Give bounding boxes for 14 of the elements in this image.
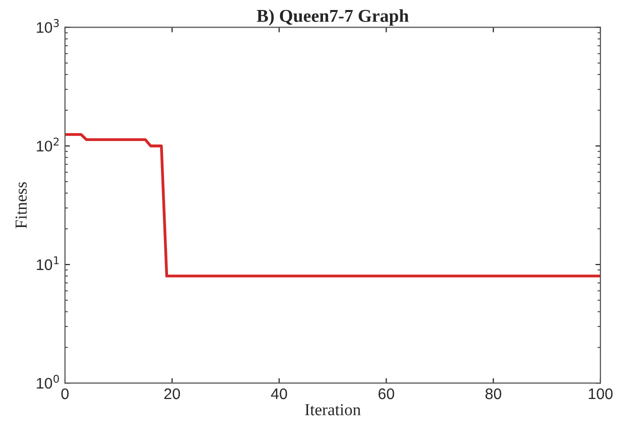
y-tick-label: 10$^{2}$ [36,138,59,152]
y-tick-label: 10$^{0}$ [36,374,59,389]
y-axis-title: Fitness [16,182,27,228]
x-axis-title: Iteration [305,404,361,416]
x-tick-label: 20 [164,388,180,400]
y-tick-label: 10$^{3}$ [36,19,59,33]
x-tick-label: 0 [61,388,69,400]
x-tick-label: 40 [271,388,288,400]
chart-title: B) Queen7-7 Graph [256,9,409,26]
line-series [64,133,600,278]
x-tick-label: 60 [378,388,394,400]
x-tick-label: 100 [588,388,613,400]
y-tick-label: 10$^{1}$ [36,256,59,270]
x-tick-label: 80 [486,388,502,400]
